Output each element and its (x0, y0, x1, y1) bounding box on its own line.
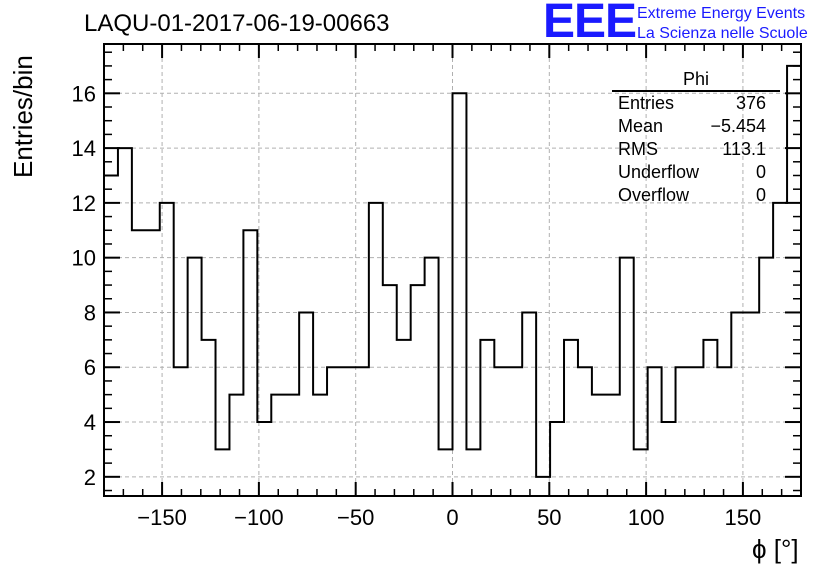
histogram-bin (494, 367, 508, 496)
histogram-bin (341, 367, 355, 496)
histogram-bin (731, 312, 745, 496)
histogram-bin (285, 395, 299, 496)
x-tick-label: −100 (234, 505, 284, 530)
y-tick-label: 14 (72, 136, 96, 161)
logo-line-1: Extreme Energy Events (637, 5, 806, 22)
stats-value: 376 (735, 93, 766, 113)
histogram-bin (327, 367, 341, 496)
histogram-bin (146, 230, 160, 496)
histogram-bin (745, 312, 759, 496)
histogram-bin (439, 449, 453, 496)
histogram-bin (299, 312, 313, 496)
stats-label: Overflow (618, 185, 690, 205)
stats-label: Underflow (618, 162, 700, 182)
histogram-bin (578, 367, 592, 496)
histogram-bin (174, 367, 188, 496)
histogram-bin (676, 367, 690, 496)
stats-value: 0 (755, 185, 766, 205)
x-tick-label: 150 (725, 505, 762, 530)
histogram-bin (271, 395, 285, 496)
histogram-bin (355, 367, 369, 496)
y-tick-label: 10 (72, 246, 96, 271)
y-tick-label: 2 (84, 465, 96, 490)
histogram-bin (592, 395, 606, 496)
x-tick-label: 0 (446, 505, 458, 530)
y-tick-label: 4 (84, 410, 96, 435)
stats-row-underflow: Underflow 0 (610, 161, 780, 184)
stats-row-mean: Mean −5.454 (610, 115, 780, 138)
histogram-bin (118, 148, 132, 496)
histogram-bin (717, 367, 731, 496)
histogram-bin (369, 203, 383, 496)
histogram-bin (648, 367, 662, 496)
histogram-bin (425, 258, 439, 496)
histogram-bin (564, 340, 578, 496)
stats-label: RMS (618, 139, 658, 159)
x-tick-label: −150 (137, 505, 187, 530)
y-tick-label: 12 (72, 191, 96, 216)
histogram-bin (703, 340, 717, 496)
eee-logo: EEE (543, 0, 637, 48)
stats-label: Entries (618, 93, 675, 113)
histogram-bin (453, 93, 467, 496)
histogram-bin (522, 312, 536, 496)
histogram-bin (620, 258, 634, 496)
stats-row-entries: Entries 376 (610, 92, 780, 115)
y-tick-label: 8 (84, 300, 96, 325)
x-tick-label: 100 (628, 505, 665, 530)
histogram-bin (466, 449, 480, 496)
histogram-bin (773, 203, 787, 496)
stats-row-rms: RMS 113.1 (610, 138, 780, 161)
histogram-bin (480, 340, 494, 496)
stats-row-overflow: Overflow 0 (610, 184, 780, 207)
histogram-bin (132, 230, 146, 496)
stats-value: −5.454 (710, 116, 766, 136)
x-axis-label: ϕ [°] (752, 534, 799, 564)
histogram-line (104, 64, 801, 478)
histogram-bin (536, 477, 550, 496)
logo-line-2: La Scienza nelle Scuole (637, 25, 808, 42)
x-tick-label: 50 (537, 505, 561, 530)
stats-value: 0 (755, 162, 766, 182)
histogram-bin (550, 422, 564, 496)
y-axis-label: Entries/bin (8, 55, 38, 178)
stats-label: Mean (618, 116, 664, 136)
histogram-bin (202, 340, 216, 496)
histogram-bin (508, 367, 522, 496)
histogram-bin (662, 422, 676, 496)
histogram-bin (188, 258, 202, 496)
histogram-bin (243, 230, 257, 496)
histogram-bin (216, 449, 230, 496)
histogram-bin (160, 203, 174, 496)
histogram-bin (104, 175, 118, 496)
eee-logo-text: Extreme Energy Events La Scienza nelle S… (637, 4, 808, 44)
histogram-bin (383, 285, 397, 496)
histogram-bin (229, 395, 243, 496)
histogram-bin (689, 367, 703, 496)
histogram-bin (759, 258, 773, 496)
chart-title: LAQU-01-2017-06-19-00663 (84, 10, 390, 37)
histogram-bin (397, 340, 411, 496)
histogram-bin (411, 285, 425, 496)
histogram-bin (787, 66, 801, 496)
y-tick-label: 6 (84, 355, 96, 380)
y-tick-label: 16 (72, 81, 96, 106)
x-tick-label: −50 (337, 505, 374, 530)
stats-value: 113.1 (722, 139, 766, 159)
histogram-bin (606, 395, 620, 496)
stats-box: Phi Entries 376 Mean −5.454 RMS 113.1 Un… (610, 68, 780, 207)
histogram-bin (313, 395, 327, 496)
stats-box-name: Phi (612, 68, 780, 92)
